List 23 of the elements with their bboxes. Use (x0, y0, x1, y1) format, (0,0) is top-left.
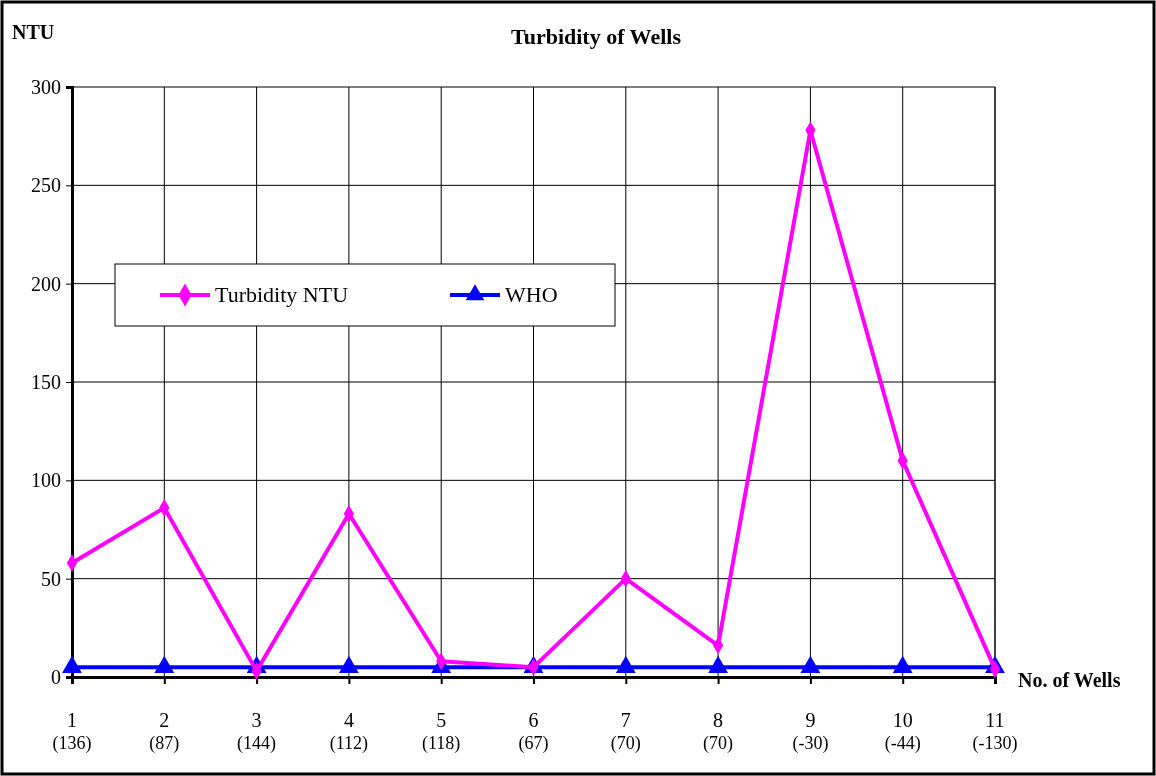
x-axis-title: No. of Wells (1018, 669, 1121, 691)
x-tick-label: 10 (-44) (884, 709, 921, 754)
y-tick-label: 0 (51, 665, 61, 688)
y-tick-label: 50 (41, 567, 61, 590)
y-tick-label: 200 (31, 272, 61, 295)
x-tick-label: 11 (-130) (972, 709, 1018, 754)
x-tick-label: 3 (144) (237, 709, 277, 754)
y-axis-title: NTU (12, 21, 55, 43)
y-tick-label: 100 (31, 469, 61, 492)
y-tick-label: 150 (31, 370, 61, 393)
x-tick-label: 8 (70) (703, 709, 734, 754)
y-tick-label: 300 (31, 75, 61, 98)
x-tick-label: 2 (87) (149, 709, 180, 754)
x-tick-label: 6 (67) (518, 709, 549, 754)
chart-title: Turbidity of Wells (511, 24, 682, 49)
x-tick-label: 5 (118) (422, 709, 461, 754)
x-tick-label: 1 (136) (52, 709, 92, 754)
y-tick-label: 250 (31, 174, 61, 197)
x-tick-label: 9 (-30) (792, 709, 829, 754)
x-tick-label: 7 (70) (610, 709, 641, 754)
legend-label: Turbidity NTU (215, 282, 349, 307)
x-tick-label: 4 (112) (329, 709, 369, 754)
legend-label: WHO (505, 282, 558, 307)
